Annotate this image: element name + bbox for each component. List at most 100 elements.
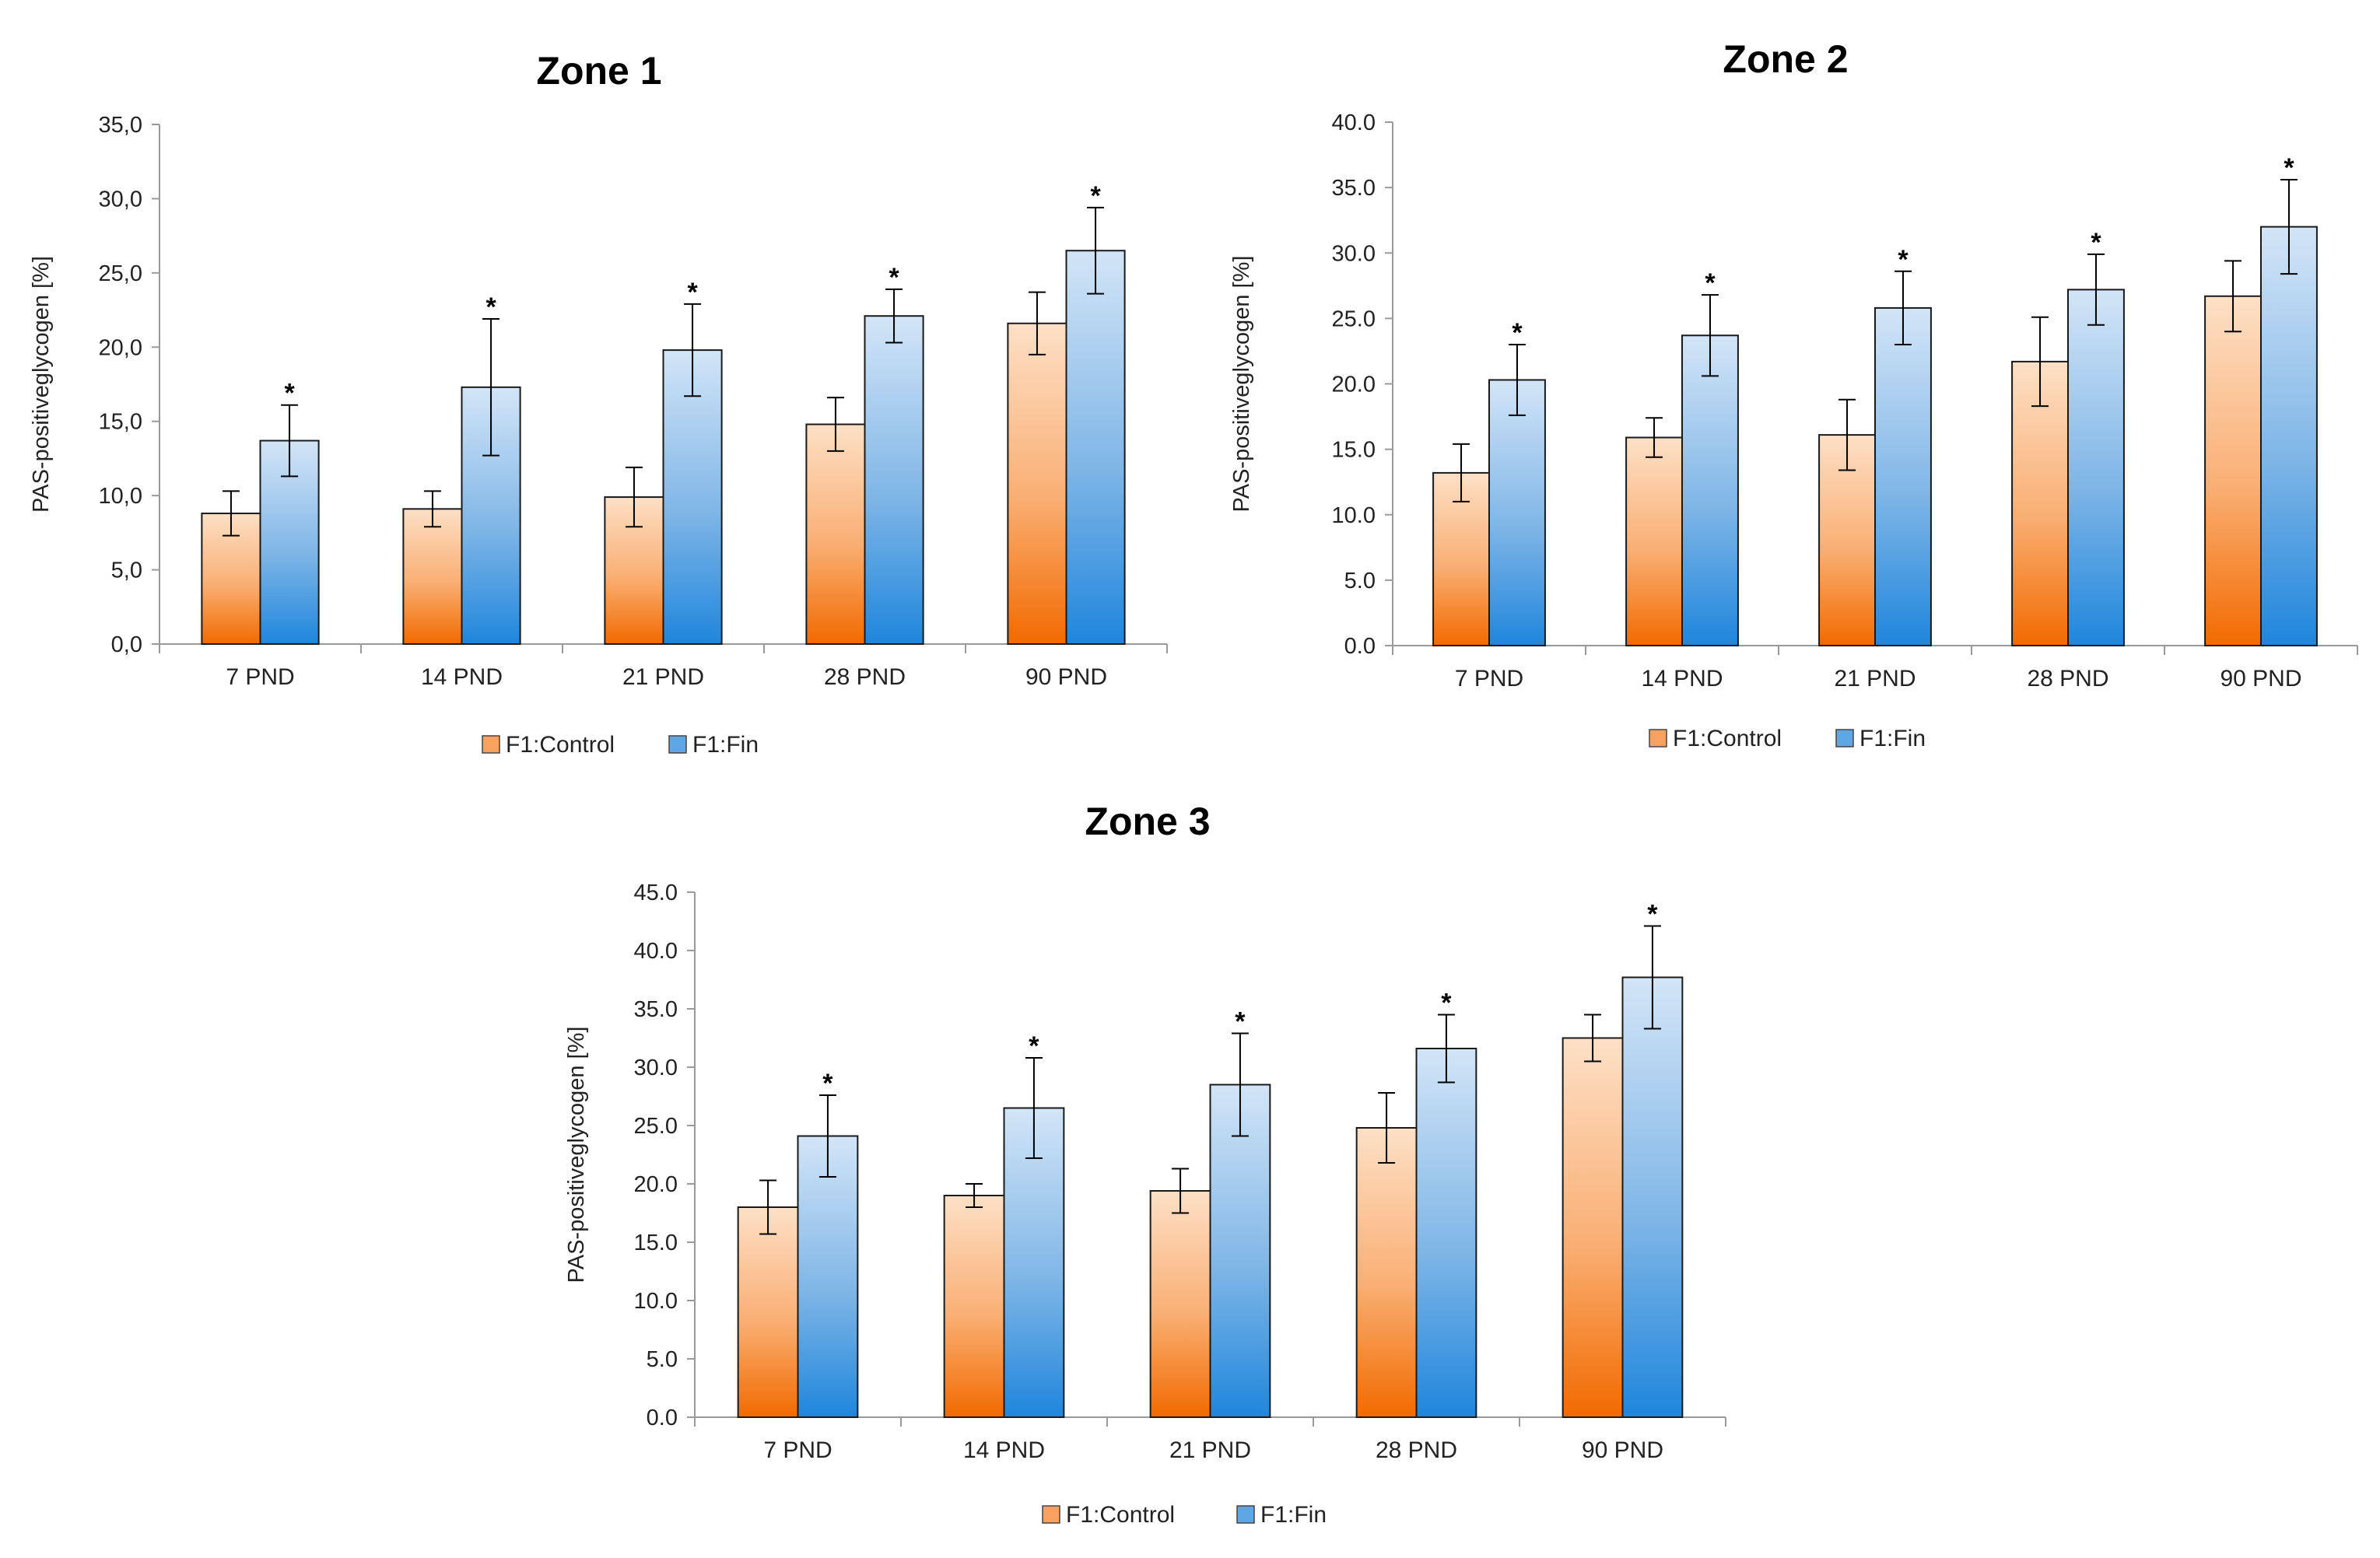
bar [1007, 322, 1067, 645]
bar [1065, 250, 1126, 645]
y-tick-label: 40.0 [634, 939, 678, 964]
bar [1874, 306, 1932, 646]
zone-3-chart: Zone 3 PAS-positiveglycogen [%] 0.0 5.0 10.0… [564, 800, 1726, 1528]
y-axis-title: PAS-positiveglycogen [%] [29, 256, 54, 513]
significance-marker: * [485, 292, 496, 322]
y-tick-label: 10.0 [1332, 503, 1376, 528]
bar [1209, 1084, 1271, 1418]
bar [805, 423, 866, 645]
y-tick-label: 20,0 [99, 335, 142, 360]
y-tick-label: 5.0 [1344, 569, 1376, 593]
legend-swatch [1236, 1505, 1255, 1524]
legend-swatch [1835, 729, 1854, 747]
legend-label: F1:Control [506, 732, 615, 758]
significance-marker: * [822, 1069, 833, 1098]
zone-2-chart: Zone 2 PAS-positiveglycogen [%] 0.0 5.0 10.0… [1229, 37, 2358, 751]
legend-label: F1:Control [1066, 1502, 1175, 1528]
y-tick-label: 0,0 [111, 632, 142, 657]
bar [1003, 1107, 1065, 1418]
x-tick-label: 14 PND [963, 1437, 1045, 1463]
bar [2067, 289, 2125, 646]
bar [737, 1206, 799, 1418]
significance-marker: * [1090, 181, 1101, 211]
x-tick-label: 28 PND [824, 664, 906, 690]
x-tick-label: 21 PND [1834, 666, 1916, 691]
zone-1-chart: Zone 1 PAS-positiveglycogen [%] 0,0 5,0 10,0… [29, 49, 1168, 758]
x-tick-label: 7 PND [1455, 666, 1523, 691]
bar [2260, 226, 2318, 647]
y-tick-label: 30.0 [1332, 241, 1376, 266]
x-tick-label: 14 PND [421, 664, 503, 690]
chart-title: Zone 2 [1723, 37, 1848, 81]
y-tick-label: 25.0 [1332, 306, 1376, 331]
y-axis-title: PAS-positiveglycogen [%] [564, 1027, 589, 1283]
x-tick-label: 90 PND [1025, 664, 1107, 690]
y-tick-label: 5.0 [647, 1347, 678, 1372]
x-tick-label: 14 PND [1641, 666, 1723, 691]
bar [1562, 1037, 1624, 1418]
y-tick-label: 30,0 [99, 187, 142, 212]
y-tick-label: 15,0 [99, 410, 142, 435]
bar [943, 1195, 1005, 1418]
y-tick-label: 0.0 [647, 1406, 678, 1430]
bar [402, 508, 463, 645]
significance-marker: * [687, 278, 698, 307]
chart-title: Zone 3 [1085, 800, 1210, 843]
y-tick-label: 40.0 [1332, 110, 1376, 135]
significance-marker: * [1235, 1007, 1246, 1037]
significance-marker: * [1898, 245, 1909, 275]
x-tick-label: 28 PND [1376, 1437, 1457, 1463]
x-tick-label: 28 PND [2027, 666, 2108, 691]
y-tick-label: 35.0 [1332, 176, 1376, 201]
bar [1415, 1048, 1477, 1418]
y-tick-label: 25.0 [634, 1114, 678, 1139]
x-tick-label: 90 PND [1582, 1437, 1663, 1463]
y-tick-label: 15.0 [1332, 438, 1376, 463]
legend-label: F1:Fin [1260, 1502, 1327, 1528]
y-tick-label: 25,0 [99, 261, 142, 286]
legend-swatch [668, 735, 687, 754]
significance-marker: * [2091, 228, 2101, 257]
significance-marker: * [284, 379, 295, 408]
bar [864, 315, 924, 645]
x-tick-label: 7 PND [763, 1437, 832, 1463]
legend-swatch [482, 735, 500, 754]
significance-marker: * [1705, 268, 1716, 298]
y-tick-label: 35.0 [634, 997, 678, 1022]
legend-swatch [1649, 729, 1667, 747]
x-tick-label: 7 PND [226, 664, 294, 690]
bar [2011, 360, 2070, 646]
y-tick-label: 20.0 [1332, 373, 1376, 397]
significance-marker: * [1647, 900, 1658, 930]
significance-marker: * [2284, 153, 2294, 183]
bar [1355, 1127, 1418, 1418]
significance-marker: * [889, 263, 899, 292]
bar [1149, 1190, 1211, 1418]
significance-marker: * [1441, 989, 1452, 1018]
significance-marker: * [1512, 318, 1523, 348]
y-tick-label: 5,0 [111, 558, 142, 583]
y-tick-label: 10,0 [99, 484, 142, 509]
y-tick-label: 15.0 [634, 1231, 678, 1255]
bar [1488, 379, 1546, 646]
legend-label: F1:Control [1673, 726, 1782, 751]
legend-label: F1:Fin [1859, 726, 1926, 751]
x-tick-label: 21 PND [622, 664, 704, 690]
bar [201, 513, 261, 645]
y-tick-label: 0.0 [1344, 634, 1376, 659]
bar [2204, 295, 2263, 646]
x-tick-label: 21 PND [1169, 1437, 1251, 1463]
y-tick-label: 10.0 [634, 1289, 678, 1314]
bar [1621, 976, 1684, 1418]
x-tick-label: 90 PND [2220, 666, 2301, 691]
bar [1625, 436, 1684, 646]
y-tick-label: 30.0 [634, 1056, 678, 1080]
significance-marker: * [1029, 1031, 1039, 1061]
chart-title: Zone 1 [536, 49, 661, 93]
legend-label: F1:Fin [692, 732, 759, 758]
bar [1681, 334, 1739, 646]
y-axis-title: PAS-positiveglycogen [%] [1229, 256, 1254, 513]
bar [662, 349, 723, 645]
bar [797, 1135, 859, 1418]
